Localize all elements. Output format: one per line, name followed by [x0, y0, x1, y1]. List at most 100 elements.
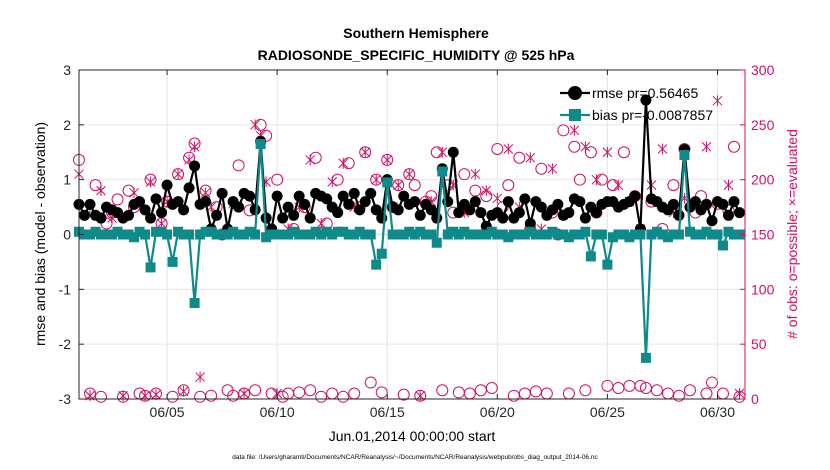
bias-point: [547, 226, 558, 237]
bias-point: [541, 229, 552, 240]
bias-point: [79, 229, 90, 240]
bias-point: [393, 229, 404, 240]
obs-possible-marker: [672, 389, 685, 402]
rmse-point: [370, 204, 382, 216]
y-tick-label: 2: [63, 117, 71, 133]
bias-point: [426, 229, 437, 240]
obs-possible-marker: [414, 389, 427, 402]
rmse-point: [123, 209, 135, 221]
bias-point: [448, 226, 459, 237]
bias-point: [481, 229, 492, 240]
rmse-point: [706, 215, 718, 227]
rmse-point: [156, 207, 168, 219]
rmse-point: [293, 190, 305, 202]
legend-rmse-marker: [568, 86, 582, 100]
rmse-point: [453, 207, 465, 219]
rmse-point: [271, 190, 283, 202]
legend-bias-marker: [569, 109, 581, 121]
rmse-point: [337, 190, 349, 202]
obs-evaluated-marker: [404, 168, 415, 180]
bias-point: [371, 259, 382, 270]
rmse-point: [84, 198, 96, 210]
bias-point: [327, 229, 338, 240]
obs-evaluated-marker: [525, 152, 536, 164]
obs-evaluated-marker: [338, 157, 349, 169]
obs-possible-marker: [392, 179, 405, 192]
rmse-point: [359, 196, 371, 208]
obs-evaluated-marker: [316, 218, 327, 229]
obs-evaluated-marker: [580, 141, 591, 153]
obs-possible-marker: [568, 140, 581, 153]
bias-point: [431, 237, 442, 248]
obs-possible-marker: [304, 384, 317, 397]
obs-possible-marker: [364, 376, 377, 389]
bias-point: [585, 251, 596, 262]
rmse-point: [392, 204, 404, 216]
rmse-point: [552, 198, 564, 210]
obs-possible-marker: [683, 384, 696, 397]
bias-point: [228, 226, 239, 237]
x-tick-label: 06/30: [700, 404, 735, 420]
bias-point: [398, 229, 409, 240]
rmse-point: [717, 198, 729, 210]
bias-point: [734, 229, 745, 240]
bias-point: [437, 166, 448, 177]
bias-point: [613, 229, 624, 240]
y-axis-right-label: # of obs: o=possible; ×=evaluated: [784, 129, 800, 339]
obs-possible-marker: [584, 146, 597, 159]
bias-point: [305, 229, 316, 240]
bias-point: [563, 232, 574, 243]
obs-possible-marker: [359, 146, 372, 159]
obs-evaluated-marker: [723, 179, 734, 191]
x-tick-label: 06/15: [370, 404, 405, 420]
obs-evaluated-marker: [701, 141, 712, 153]
bias-point: [349, 229, 360, 240]
bias-point: [629, 229, 640, 240]
rmse-point: [469, 196, 481, 208]
obs-possible-marker: [370, 173, 383, 186]
bias-point: [684, 226, 695, 237]
obs-possible-marker: [436, 384, 449, 397]
y-tick-label: -3: [59, 391, 72, 407]
bias-point: [442, 229, 453, 240]
rmse-point: [161, 179, 173, 191]
rmse-point: [260, 212, 272, 224]
obs-evaluated-marker: [393, 179, 404, 191]
bias-point: [189, 298, 200, 309]
rmse-point: [524, 218, 536, 230]
rmse-point: [733, 207, 745, 219]
bias-point: [409, 229, 420, 240]
obs-evaluated-marker: [569, 124, 580, 136]
bias-point: [167, 256, 178, 267]
data-file-footnote: data file: /Users/gharamti/Documents/NCA…: [232, 454, 598, 461]
obs-possible-marker: [573, 173, 586, 186]
bias-point: [272, 229, 283, 240]
obs-evaluated-marker: [305, 154, 316, 166]
obs-evaluated-marker: [503, 143, 514, 155]
bias-point: [497, 229, 508, 240]
rmse-point: [574, 196, 586, 208]
rmse-point: [139, 204, 151, 216]
bias-point: [679, 149, 690, 160]
obs-possible-marker: [491, 142, 504, 155]
obs-evaluated-marker: [145, 176, 156, 188]
obs-possible-marker: [271, 173, 284, 186]
obs-evaluated-marker: [602, 146, 613, 158]
obs-possible-marker: [337, 390, 350, 403]
rmse-point: [172, 196, 184, 208]
rmse-point: [150, 193, 162, 205]
obs-evaluated-marker: [250, 119, 260, 131]
bias-point: [618, 229, 629, 240]
rmse-point: [447, 146, 459, 158]
bias-point: [415, 226, 426, 237]
bias-point: [195, 229, 206, 240]
y-tick-label: -2: [59, 336, 72, 352]
bias-point: [288, 226, 299, 237]
obs-evaluated-marker: [239, 388, 249, 399]
rmse-point: [409, 196, 421, 208]
obs-evaluated-marker: [734, 388, 745, 399]
rmse-point: [189, 160, 201, 172]
rmse-point: [343, 198, 355, 210]
bias-point: [266, 229, 277, 240]
rmse-point: [365, 187, 377, 199]
